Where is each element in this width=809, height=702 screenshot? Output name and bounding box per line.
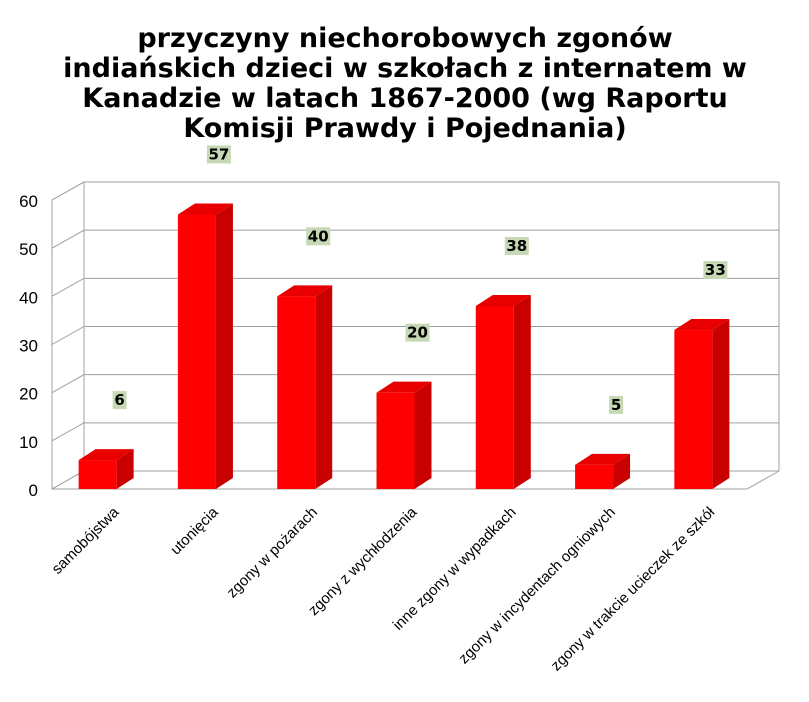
bar xyxy=(78,449,134,489)
data-label-bg xyxy=(112,391,127,410)
bar-front xyxy=(177,214,216,489)
bar xyxy=(575,453,631,489)
y-tick-label: 20 xyxy=(19,385,38,404)
bar-side xyxy=(613,453,631,489)
bar-front xyxy=(674,330,713,489)
gridline xyxy=(51,422,779,442)
bar-side xyxy=(712,319,730,489)
gridline xyxy=(51,277,779,297)
data-label: 6 xyxy=(112,391,127,410)
x-tick-label: zgony w trakcie ucieczek ze szkół xyxy=(548,503,719,674)
chart-title: przyczyny niechorobowych zgonów indiańsk… xyxy=(63,23,747,144)
data-label-bg xyxy=(405,323,430,342)
bar xyxy=(177,203,233,489)
data-label: 57 xyxy=(206,145,231,164)
data-label-text: 6 xyxy=(114,391,124,409)
data-label-bg xyxy=(504,236,529,255)
bar xyxy=(475,294,531,489)
bar-side xyxy=(414,381,432,489)
data-label-text: 38 xyxy=(506,237,527,255)
bar-top xyxy=(376,381,432,393)
x-tick-label: samobójstwa xyxy=(49,503,123,577)
bar-front xyxy=(376,392,415,489)
gridline xyxy=(51,181,779,201)
x-tick-label: zgony z wychłodzenia xyxy=(305,503,421,619)
bar-front xyxy=(277,296,316,489)
data-label-bg xyxy=(703,261,728,280)
bar xyxy=(277,285,333,489)
data-label-bg xyxy=(609,395,624,414)
bar-top xyxy=(475,294,531,306)
data-label-text: 57 xyxy=(208,145,229,163)
data-label-text: 20 xyxy=(407,324,428,342)
data-label-bg xyxy=(206,145,231,164)
y-tick-label: 40 xyxy=(19,288,38,307)
gridline xyxy=(51,326,779,345)
data-label: 20 xyxy=(405,323,430,342)
gridline xyxy=(51,374,779,394)
bar-side xyxy=(215,203,233,489)
bar-top xyxy=(575,453,631,465)
data-labels: 6 57 40 20 38 5 33 xyxy=(112,145,728,414)
data-label-bg xyxy=(306,227,331,246)
bar-front xyxy=(78,460,117,489)
data-label-text: 33 xyxy=(705,261,726,279)
bar-front xyxy=(575,464,614,489)
bar-side xyxy=(315,285,333,489)
data-label-text: 40 xyxy=(308,227,329,245)
y-axis-ticks: 0 10 20 30 40 50 60 xyxy=(19,192,38,500)
bar-side xyxy=(116,449,134,489)
bar xyxy=(376,381,432,489)
bar-top xyxy=(674,319,730,331)
y-tick-label: 0 xyxy=(29,481,38,500)
data-label: 33 xyxy=(703,261,728,280)
data-label: 38 xyxy=(504,236,529,255)
data-label: 40 xyxy=(306,227,331,246)
y-tick-label: 60 xyxy=(19,192,38,211)
data-label: 5 xyxy=(609,395,624,414)
bar-front xyxy=(475,305,514,489)
bar-top xyxy=(78,449,134,461)
bar-top xyxy=(277,285,333,297)
x-tick-label: zgony w incydentach ogniowych xyxy=(455,504,619,668)
y-tick-label: 10 xyxy=(19,433,38,452)
bar-top xyxy=(177,203,233,215)
x-axis-ticks: samobójstwa utonięcia zgony w pożarachzgon… xyxy=(49,503,719,674)
data-label-text: 5 xyxy=(611,396,621,414)
x-tick-label: zgony w pożarach xyxy=(224,504,322,602)
x-tick-label: utonięcia xyxy=(167,503,222,558)
y-tick-label: 50 xyxy=(19,240,38,259)
bar-side xyxy=(513,294,531,489)
gridline xyxy=(51,229,779,249)
y-tick-label: 30 xyxy=(19,337,38,356)
bars xyxy=(78,203,730,489)
bar xyxy=(674,319,730,489)
